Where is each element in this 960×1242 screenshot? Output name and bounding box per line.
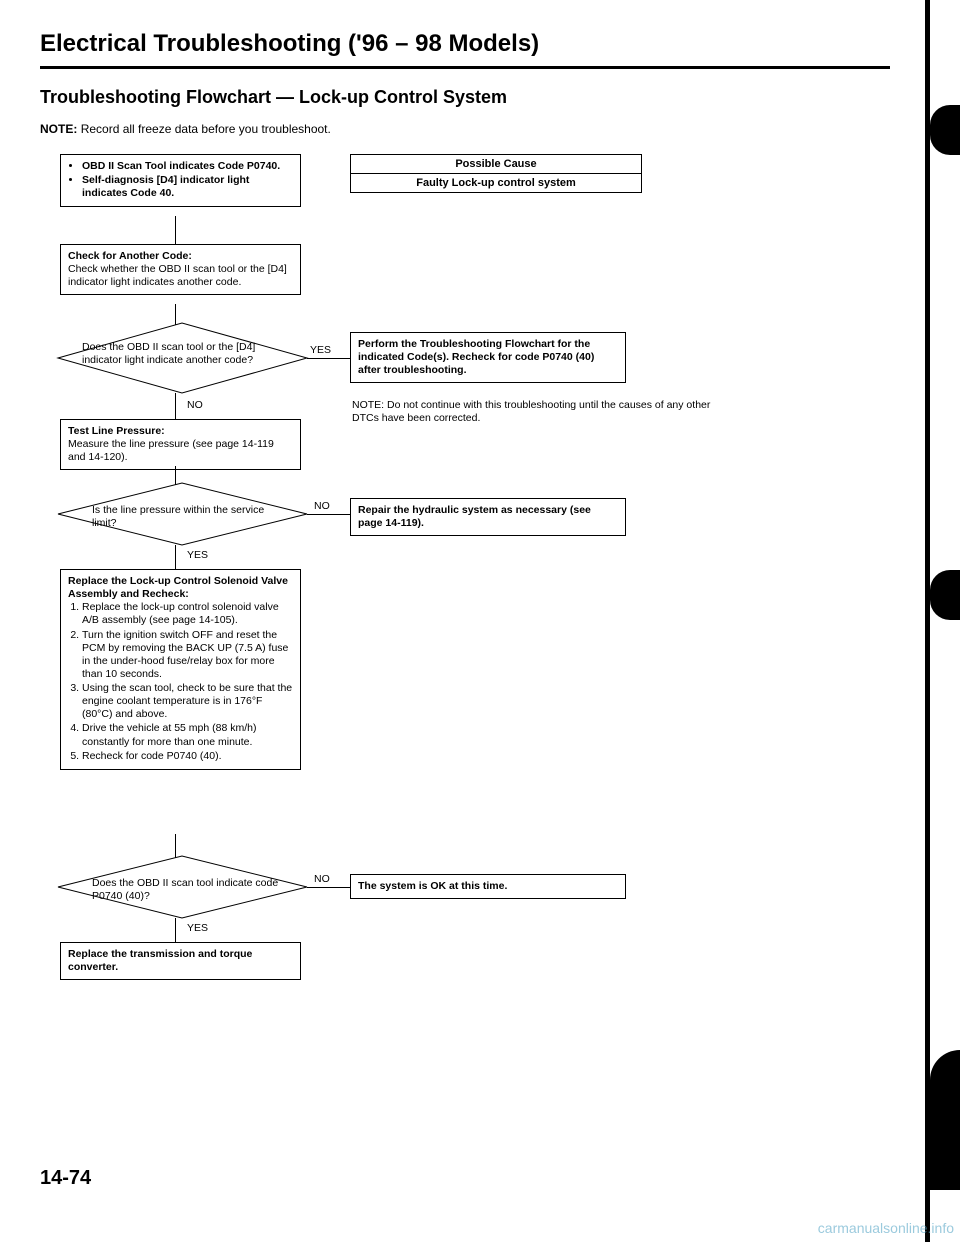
page-title: Electrical Troubleshooting ('96 – 98 Mod… — [40, 30, 890, 58]
title-rule — [40, 66, 890, 69]
start-box: OBD II Scan Tool indicates Code P0740. S… — [60, 154, 301, 207]
box6-i5: Recheck for code P0740 (40). — [82, 750, 293, 763]
tab-bottom — [930, 1050, 960, 1190]
note-text: Record all freeze data before you troubl… — [81, 122, 331, 136]
flowchart: Possible Cause Faulty Lock-up control sy… — [40, 154, 870, 1094]
replace-transmission-box: Replace the transmission and torque conv… — [60, 942, 301, 980]
page-number: 14-74 — [40, 1167, 91, 1190]
test-line-pressure-box: Test Line Pressure: Measure the line pre… — [60, 419, 301, 470]
box6-i4: Drive the vehicle at 55 mph (88 km/h) co… — [82, 722, 293, 748]
watermark: carmanualsonline.info — [818, 1220, 954, 1236]
no-label-3: NO — [312, 873, 332, 885]
no-label: NO — [185, 399, 205, 411]
tab-top — [930, 105, 960, 155]
connector — [307, 358, 350, 359]
box2-body: Check whether the OBD II scan tool or th… — [68, 263, 287, 288]
note-2: NOTE: Do not continue with this troubles… — [352, 399, 732, 425]
box6-i3: Using the scan tool, check to be sure th… — [82, 682, 293, 721]
possible-cause-box: Possible Cause Faulty Lock-up control sy… — [350, 154, 642, 193]
decision-1-text: Does the OBD II scan tool or the [D4] in… — [82, 341, 292, 366]
section-title: Troubleshooting Flowchart — Lock-up Cont… — [40, 87, 890, 108]
box4-title: Test Line Pressure: — [68, 425, 165, 437]
note-line: NOTE: Record all freeze data before you … — [40, 122, 890, 136]
connector — [175, 918, 176, 942]
tab-mid — [930, 570, 960, 620]
binder-spine — [925, 0, 930, 1242]
perform-flowchart-box: Perform the Troubleshooting Flowchart fo… — [350, 332, 626, 383]
replace-solenoid-box: Replace the Lock-up Control Solenoid Val… — [60, 569, 301, 770]
connector — [175, 393, 176, 419]
note-label: NOTE: — [40, 122, 77, 136]
cause-header: Possible Cause — [351, 155, 641, 174]
box6-i1: Replace the lock-up control solenoid val… — [82, 601, 293, 627]
box3-body: Perform the Troubleshooting Flowchart fo… — [358, 338, 594, 376]
check-another-code-box: Check for Another Code: Check whether th… — [60, 244, 301, 295]
start-item-1: OBD II Scan Tool indicates Code P0740. — [82, 160, 293, 173]
no-label-2: NO — [312, 500, 332, 512]
start-item-2: Self-diagnosis [D4] indicator light indi… — [82, 174, 293, 200]
system-ok-box: The system is OK at this time. — [350, 874, 626, 899]
box2-title: Check for Another Code: — [68, 250, 192, 262]
box8-body: Replace the transmission and torque conv… — [68, 948, 252, 973]
box4-body: Measure the line pressure (see page 14-1… — [68, 438, 274, 463]
repair-hydraulic-box: Repair the hydraulic system as necessary… — [350, 498, 626, 536]
box6-title: Replace the Lock-up Control Solenoid Val… — [68, 575, 288, 600]
yes-label-2: YES — [185, 549, 210, 561]
connector — [307, 887, 350, 888]
decision-2-text: Is the line pressure within the service … — [92, 504, 282, 529]
box7-body: The system is OK at this time. — [358, 880, 507, 892]
decision-3-text: Does the OBD II scan tool indicate code … — [92, 877, 282, 902]
yes-label-3: YES — [185, 922, 210, 934]
cause-body: Faulty Lock-up control system — [351, 174, 641, 192]
connector — [175, 545, 176, 569]
connector — [175, 216, 176, 244]
connector — [307, 514, 350, 515]
box5-body: Repair the hydraulic system as necessary… — [358, 504, 591, 529]
box6-i2: Turn the ignition switch OFF and reset t… — [82, 629, 293, 682]
yes-label: YES — [308, 344, 333, 356]
